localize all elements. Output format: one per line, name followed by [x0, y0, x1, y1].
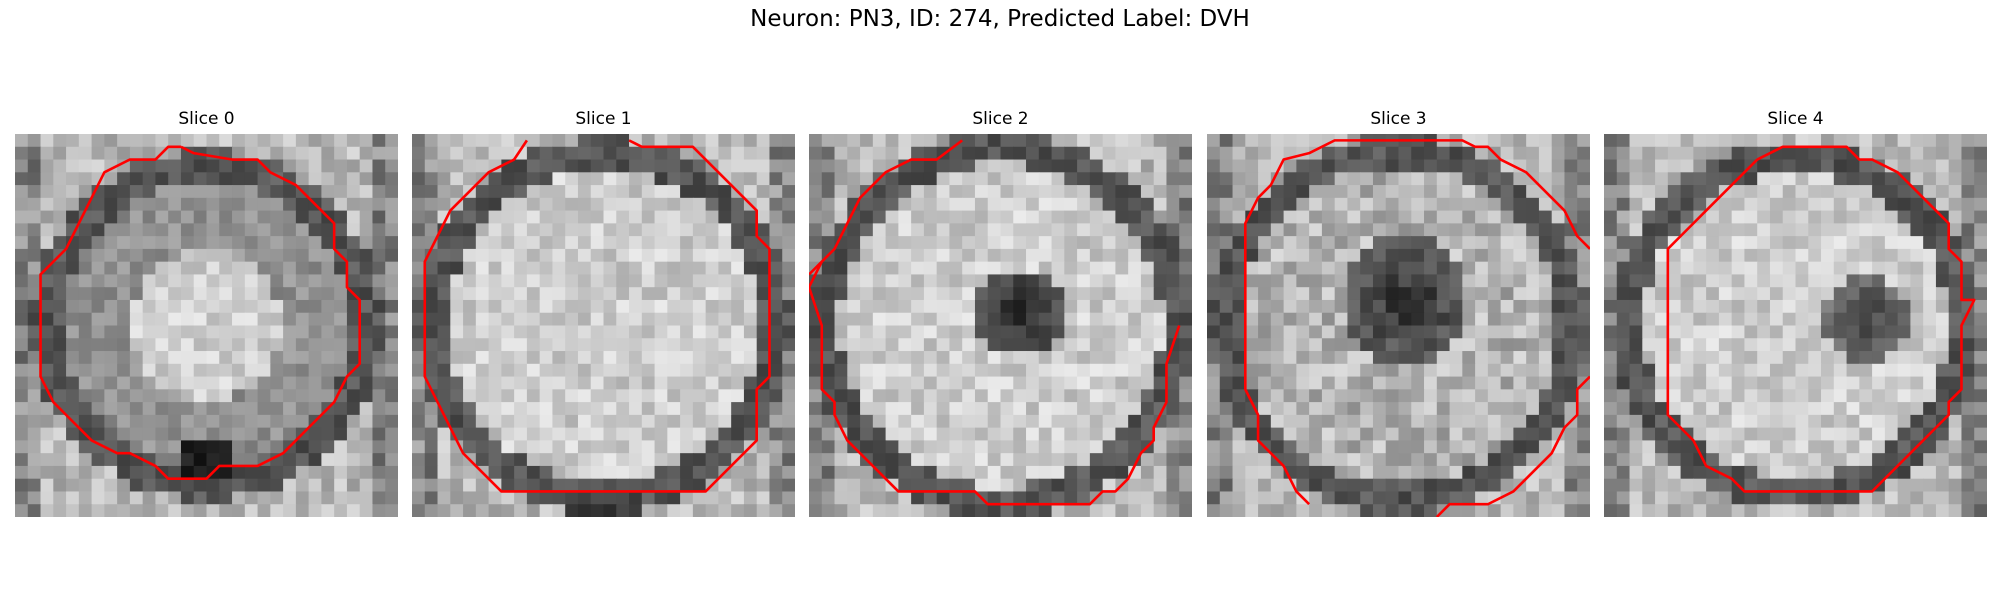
- slice-image-svg: [1207, 134, 1590, 517]
- cell-contour: [1666, 145, 1976, 493]
- slice-title: Slice 2: [972, 109, 1029, 129]
- microscopy-image: [809, 134, 1192, 517]
- microscopy-image: [1604, 134, 1987, 517]
- slice-image-svg: [1604, 134, 1987, 517]
- cell-contour: [1244, 139, 1590, 506]
- microscopy-image: [412, 134, 795, 517]
- cell-contour: [809, 139, 1181, 506]
- slice-title: Slice 4: [1767, 109, 1824, 129]
- slice-title: Slice 1: [575, 109, 632, 129]
- microscopy-image: [1207, 134, 1590, 517]
- cell-contour-segment: [809, 260, 823, 276]
- slice-image-svg: [412, 134, 795, 517]
- cell-contour: [423, 139, 771, 493]
- slice-image-svg: [809, 134, 1192, 517]
- microscopy-image: [15, 134, 398, 517]
- cell-contour: [39, 145, 361, 480]
- slice-title: Slice 0: [178, 109, 235, 129]
- slice-image-svg: [15, 134, 398, 517]
- cell-contour-segment: [1435, 375, 1590, 517]
- figure-title: Neuron: PN3, ID: 274, Predicted Label: D…: [750, 6, 1250, 32]
- slice-title: Slice 3: [1370, 109, 1427, 129]
